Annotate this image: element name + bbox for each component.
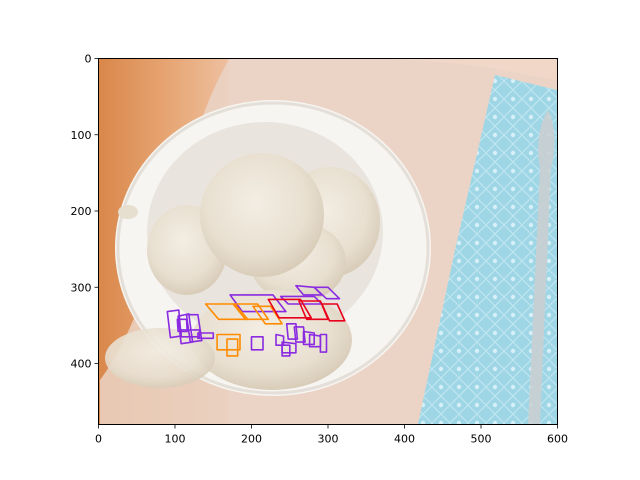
y-tick-label-100: 100 xyxy=(71,129,92,142)
x-tick-label-100: 100 xyxy=(165,433,186,446)
annotation-box-0-0 xyxy=(229,294,287,313)
y-tick-label-300: 300 xyxy=(71,281,92,294)
x-tick-label-300: 300 xyxy=(318,433,339,446)
x-tick-label-600: 600 xyxy=(547,433,568,446)
annotation-box-2-2 xyxy=(321,303,346,322)
background-photo xyxy=(98,58,558,425)
x-tick-label-200: 200 xyxy=(241,433,262,446)
annotation-box-0-8 xyxy=(180,329,201,338)
annotation-box-2-0 xyxy=(267,298,313,319)
x-tick-label-400: 400 xyxy=(394,433,415,446)
annotation-box-1-2 xyxy=(252,305,283,325)
annotation-box-0-13 xyxy=(285,322,299,340)
annotation-box-0-7 xyxy=(176,318,188,333)
x-tick-label-0: 0 xyxy=(95,433,102,446)
annotation-box-0-9 xyxy=(197,332,215,340)
annotation-box-0-12 xyxy=(281,344,291,357)
annotation-box-0-10 xyxy=(250,335,264,351)
y-axis: 0 100 200 300 400 xyxy=(71,53,99,371)
annotation-boxes xyxy=(166,284,346,357)
annotation-box-1-3 xyxy=(216,333,241,351)
x-tick-label-500: 500 xyxy=(471,433,492,446)
y-tick-label-400: 400 xyxy=(71,358,92,371)
annotation-box-0-17 xyxy=(275,333,285,347)
annotation-box-0-14 xyxy=(293,326,306,343)
y-tick-label-200: 200 xyxy=(71,205,92,218)
x-axis: 0 100 200 300 400 500 600 xyxy=(95,424,568,446)
annotation-box-0-3 xyxy=(295,284,323,296)
annotation-box-0-18 xyxy=(319,333,328,353)
annotation-box-0-15 xyxy=(302,330,316,346)
annotation-box-1-1 xyxy=(232,303,270,321)
annotation-box-1-4 xyxy=(226,338,239,357)
y-tick-label-0: 0 xyxy=(85,53,92,66)
annotation-box-0-5 xyxy=(185,313,203,343)
